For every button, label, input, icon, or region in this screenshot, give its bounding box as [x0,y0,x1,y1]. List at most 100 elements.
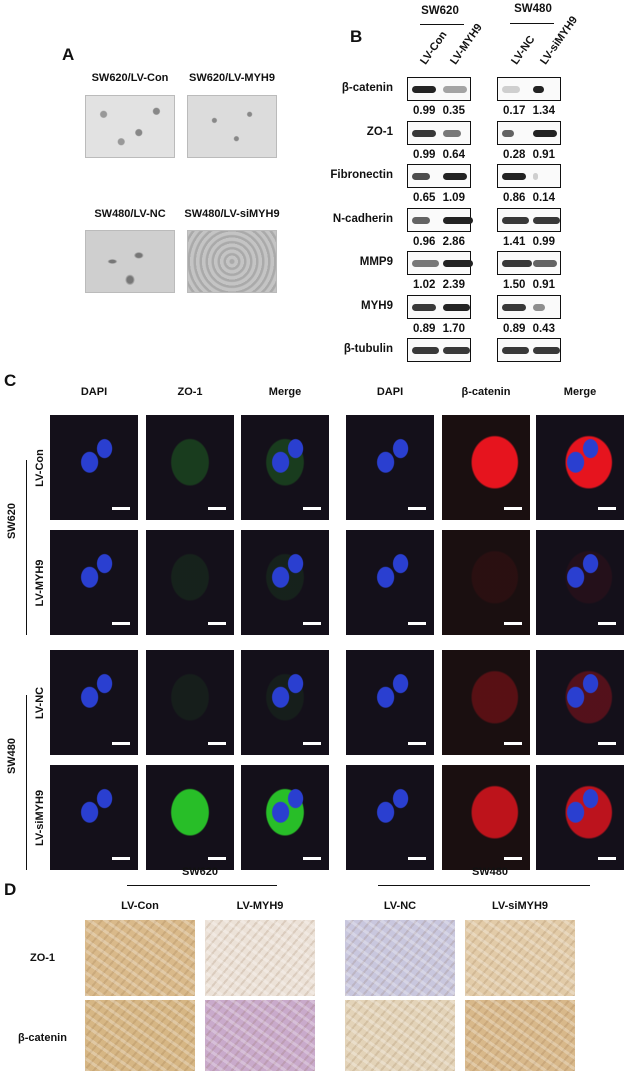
scale-bar [598,507,616,510]
band [533,129,557,137]
ihc-image-catenin-lv-simyh9 [465,1000,575,1071]
band [502,173,526,180]
panel-a-label: A [62,45,75,64]
scale-bar [303,507,321,510]
if-image-lv-con-merge [536,415,624,520]
band [443,303,470,311]
if-image-lv-simyh9-dapi [50,765,138,870]
quant-value: 0.89 1.70 [413,322,465,335]
ihc-column-header: LV-MYH9 [236,900,284,912]
scale-bar [504,857,522,860]
panel-c-label: C [4,371,17,390]
band [533,260,557,267]
if-image-lv-simyh9-merge [536,765,624,870]
caption-sw480-lvsimyh9: SW480/LV-siMYH9 [184,208,280,220]
if-image-lv-nc-merge [241,650,329,755]
if-image-lv-myh9-merge [536,530,624,635]
band [533,86,544,93]
blot-label: β-catenin [341,82,393,94]
scale-bar [208,507,226,510]
ihc-image-zo1-lv-con [85,920,195,996]
if-image-lv-simyh9-merge [241,765,329,870]
brightfield-sw620-lvcon [85,95,175,158]
blot-label: MMP9 [359,256,393,268]
if-image-lv-con-dapi [346,415,434,520]
band [412,347,439,354]
quant-value: 0.86 0.14 [503,192,555,204]
scale-bar [303,857,321,860]
if-image-lv-nc-zo1 [146,650,234,755]
band [502,86,520,93]
scale-bar [408,742,426,745]
if-row-label: LV-MYH9 [34,559,46,607]
scale-bar [112,507,130,510]
ihc-image-catenin-lv-con [85,1000,195,1071]
band [412,303,436,311]
ihc-column-header: LV-siMYH9 [491,900,549,912]
scale-bar [112,857,130,860]
blot-label: ZO-1 [366,125,393,138]
band [533,303,545,311]
scale-bar [208,857,226,860]
band [502,129,514,137]
quant-value: 0.28 0.91 [503,148,555,161]
blot-sw620 [407,338,471,362]
band [502,303,526,311]
ihc-column-header: LV-Con [121,900,159,912]
if-image-lv-simyh9-dapi [346,765,434,870]
band [412,129,436,137]
if-image-lv-myh9-merge [241,530,329,635]
panel-b-label: B [350,27,363,46]
scale-bar [598,622,616,625]
blot-label: N-cadherin [332,212,393,225]
blot-sw480 [497,294,561,319]
blot-label: MYH9 [361,299,393,312]
ihc-row-label: ZO-1 [29,952,56,964]
band [443,129,461,137]
blot-sw480 [497,77,561,101]
if-row-label: LV-siMYH9 [34,789,46,847]
d-group-sw480: SW480 [471,866,509,878]
if-image-lv-nc-catenin [442,650,530,755]
quant-value: 0.96 2.86 [413,235,465,248]
if-column-header: β-catenin [461,386,511,398]
if-group-label: SW480 [6,737,18,775]
blot-sw620 [407,207,473,232]
scale-bar [112,742,130,745]
scale-bar [408,507,426,510]
if-image-lv-nc-dapi [50,650,138,755]
quant-value: 0.99 0.35 [413,105,465,117]
scale-bar [598,742,616,745]
blot-sw620 [407,164,471,188]
quant-value: 0.65 1.09 [413,192,465,204]
caption-sw480-lvnc: SW480/LV-NC [94,208,166,220]
quant-value: 0.89 0.43 [503,322,555,335]
if-column-header: DAPI [80,386,108,398]
brightfield-sw480-lvsimyh9 [187,230,277,293]
scale-bar [598,857,616,860]
ihc-image-catenin-lv-nc [345,1000,455,1071]
blot-sw620 [407,251,473,275]
blot-sw480 [497,251,561,275]
d-group-sw620: SW620 [181,866,219,878]
ihc-image-zo1-lv-simyh9 [465,920,575,996]
lane-lvnc: LV-NC [509,33,538,67]
if-row-label: LV-NC [34,686,46,720]
ihc-row-label: β-catenin [18,1032,67,1044]
if-column-header: ZO-1 [177,386,203,398]
scale-bar [112,622,130,625]
lane-lvcon: LV-Con [418,29,450,67]
if-column-header: Merge [563,386,597,398]
quant-value: 1.50 0.91 [503,279,555,291]
if-image-lv-con-dapi [50,415,138,520]
group-sw620: SW620 [421,5,459,17]
caption-sw620-lvcon: SW620/LV-Con [91,72,169,84]
group-bracket [26,695,27,870]
if-image-lv-simyh9-zo1 [146,765,234,870]
if-image-lv-simyh9-catenin [442,765,530,870]
quant-value: 1.41 0.99 [503,235,555,248]
if-image-lv-myh9-catenin [442,530,530,635]
if-image-lv-nc-dapi [346,650,434,755]
if-image-lv-con-catenin [442,415,530,520]
band [412,260,439,267]
